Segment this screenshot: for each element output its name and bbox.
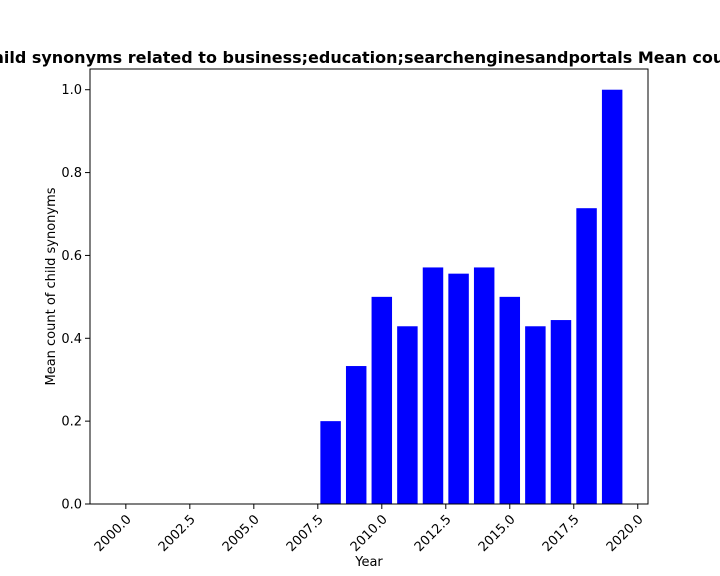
x-tick-label: 2002.5 [156, 512, 199, 555]
bar-2014 [473, 267, 495, 504]
y-tick-label: 0.8 [61, 166, 82, 181]
y-tick-label: 0.2 [61, 415, 82, 430]
bar-2017 [550, 320, 572, 504]
bar-2008 [320, 421, 341, 504]
bar-2018 [576, 208, 597, 504]
bar-2011 [397, 326, 418, 504]
bar-2009 [345, 366, 367, 504]
chart-title: Mean count of child synonyms related to … [0, 48, 720, 67]
x-tick-label: 2010.0 [348, 512, 391, 555]
x-tick-label: 2017.5 [540, 512, 583, 555]
bar-2019 [601, 89, 623, 504]
y-tick-label: 0.6 [61, 249, 82, 264]
x-tick-label: 2015.0 [476, 512, 519, 555]
x-tick-label: 2012.5 [412, 512, 455, 555]
bar-2012 [422, 267, 444, 504]
y-axis-label: Mean count of child synonyms [44, 187, 59, 385]
bars-group [320, 89, 623, 504]
x-tick-label: 2000.0 [92, 512, 135, 555]
bar-2016 [525, 326, 546, 504]
x-tick-label: 2020.0 [604, 512, 647, 555]
y-tick-label: 0.0 [61, 498, 82, 513]
plot-area-frame [89, 68, 649, 505]
bar-2010 [371, 296, 393, 504]
x-axis-ticks: 2000.0 2002.5 2005.0 2007.5 2010.0 2012.5 2015… [92, 504, 647, 555]
bar-2013 [448, 273, 469, 504]
x-tick-label: 2005.0 [220, 512, 263, 555]
y-axis-ticks: 0.0 0.2 0.4 0.6 0.8 1.0 [61, 83, 90, 513]
y-tick-label: 0.4 [61, 332, 82, 347]
bar-2015 [499, 296, 521, 504]
x-axis-label: Year [354, 555, 383, 570]
y-tick-label: 1.0 [61, 83, 82, 98]
x-tick-label: 2007.5 [284, 512, 327, 555]
